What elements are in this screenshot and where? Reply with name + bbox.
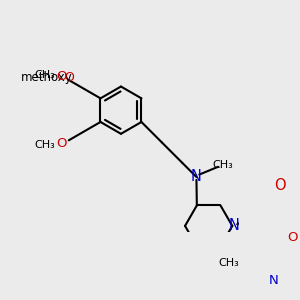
Text: CH₃: CH₃ (35, 140, 56, 150)
Text: CH₃: CH₃ (213, 160, 233, 170)
Text: N: N (229, 218, 240, 233)
Text: N: N (268, 274, 278, 287)
Text: O: O (64, 71, 74, 85)
Text: CH₃: CH₃ (218, 258, 239, 268)
Text: O: O (56, 137, 67, 150)
Text: O: O (288, 231, 298, 244)
Text: O: O (56, 70, 67, 83)
Text: methoxy: methoxy (20, 71, 72, 85)
Text: CH₃: CH₃ (35, 70, 56, 80)
Text: O: O (274, 178, 286, 194)
Text: N: N (191, 169, 202, 184)
